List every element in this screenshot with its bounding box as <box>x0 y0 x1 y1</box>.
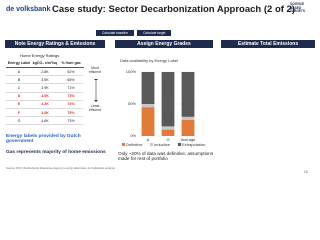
table-cell: C <box>17 85 21 90</box>
chart-note: Only ~20% of data was definitive; assump… <box>118 151 214 161</box>
note: Energy labels provided by Dutch governme… <box>6 134 81 144</box>
bar-segment <box>161 126 175 130</box>
table-row: C 3.9K 71% <box>6 84 84 93</box>
table-cell: 4.6K <box>41 110 49 115</box>
column-header: Note Energy Ratings & Emissions <box>5 40 105 48</box>
table-cell: 3.5K <box>41 77 49 82</box>
table-cell: 3.9K <box>41 85 49 90</box>
bar-segment <box>161 129 175 136</box>
legend-label: Inductive <box>154 142 171 147</box>
legend-swatch <box>178 143 181 146</box>
table-header: Energy Label <box>7 60 31 65</box>
legend-swatch <box>122 143 125 146</box>
bar-segment <box>141 72 155 104</box>
table-title: Home Energy Ratings <box>20 53 60 58</box>
table-cell: 65% <box>67 77 75 82</box>
table-cell: 4.2K <box>41 102 49 107</box>
table-cell: B <box>17 77 21 82</box>
table-cell: E <box>17 102 21 107</box>
legend-label: Extrapolation <box>182 142 205 147</box>
table-row: B 3.5K 65% <box>6 76 84 85</box>
column-header: Assign Energy Grades <box>115 40 213 48</box>
table-cell: F <box>17 110 21 115</box>
efficiency-label: Least efficient <box>88 104 102 112</box>
bar-segment <box>181 72 195 117</box>
chart: Data availability by Energy Label 0% 50% 1… <box>120 58 205 147</box>
page-number: 18 <box>304 170 308 174</box>
x-tick-label: A <box>147 137 150 142</box>
slide-title: Case study: Sector Decarbonization Appro… <box>52 4 295 15</box>
table-row: A 2.8K 62% <box>6 68 84 77</box>
table-header: kgCO₂ e/m²/sq <box>32 60 58 65</box>
tabs: Calculate baseline Calculate target <box>96 30 172 36</box>
tab: Calculate target <box>137 30 172 36</box>
y-tick-label: 0% <box>130 133 136 138</box>
bar-segment <box>141 107 155 136</box>
y-tick-label: 50% <box>128 101 136 106</box>
sbt-logo: SCIENCE BASED TARGETS <box>290 2 305 14</box>
efficiency-label: Most efficient <box>88 66 102 74</box>
table-cell: 73% <box>67 118 75 123</box>
table-header: % from gas <box>61 60 81 65</box>
table-cell: G <box>17 118 21 123</box>
bar-segment <box>141 104 155 108</box>
bar-segment <box>181 120 195 136</box>
logo: de volksbank <box>6 6 51 13</box>
table-row: F 4.6K 75% <box>6 109 84 118</box>
table-cell: 4.6K <box>41 118 49 123</box>
table-row: G 4.6K 73% <box>6 117 84 126</box>
table-cell: 75% <box>67 110 75 115</box>
slide: de volksbank Case study: Sector Decarbon… <box>5 2 315 174</box>
table: Energy Label kgCO₂ e/m²/sq% from gas A 2.8K… <box>6 58 84 126</box>
bar-segment <box>181 116 195 120</box>
chart-title: Data availability by Energy Label <box>120 58 178 63</box>
table-cell: D <box>17 94 21 99</box>
table-cell: 62% <box>67 69 75 74</box>
table-cell: 4.0K <box>41 94 49 99</box>
table-cell: 74% <box>67 102 75 107</box>
arrow <box>94 79 98 102</box>
legend-label: Definitive <box>126 142 143 147</box>
column-header: Estimate Total Emissions <box>221 40 315 48</box>
x-tick-label: G <box>166 137 169 142</box>
x-tick-label: Average <box>181 137 197 142</box>
table-row: D 4.0K 73% <box>6 93 84 101</box>
table-cell: 2.8K <box>41 69 49 74</box>
note: Gas represents majority of home emission… <box>6 150 106 155</box>
table-cell: A <box>17 69 21 74</box>
table-header-row: Energy Label kgCO₂ e/m²/sq% from gas <box>6 58 84 68</box>
table-row: E 4.2K 74% <box>6 101 84 109</box>
tab: Calculate baseline <box>96 30 135 36</box>
source: Source: RVO (Netherlands Enterprise Agen… <box>6 166 115 170</box>
y-tick-label: 100% <box>126 69 137 74</box>
legend-swatch <box>150 143 153 146</box>
table-cell: 73% <box>67 94 75 99</box>
table-cell: 71% <box>67 85 75 90</box>
bar-segment <box>161 72 175 127</box>
